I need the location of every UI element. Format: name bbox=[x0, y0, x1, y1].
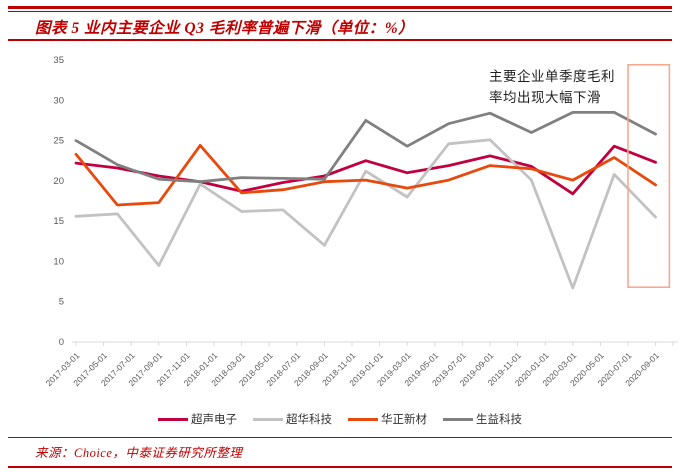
legend-item-超华科技: 超华科技 bbox=[253, 411, 332, 427]
series-line-生益科技 bbox=[74, 111, 657, 184]
legend-label: 生益科技 bbox=[476, 414, 522, 426]
title-divider bbox=[8, 39, 672, 41]
legend-item-生益科技: 生益科技 bbox=[443, 411, 522, 427]
legend-swatch bbox=[443, 417, 473, 421]
legend-swatch bbox=[348, 417, 378, 421]
highlight-box bbox=[627, 64, 671, 288]
y-tick-label: 35 bbox=[53, 55, 64, 66]
y-tick-label: 30 bbox=[53, 95, 64, 106]
footer-divider-bottom bbox=[8, 466, 672, 468]
y-tick-label: 20 bbox=[53, 176, 64, 187]
y-tick-label: 5 bbox=[59, 297, 64, 308]
legend-swatch bbox=[158, 417, 188, 421]
line-chart: 2017-03-012017-05-012017-07-012017-09-01… bbox=[44, 55, 678, 388]
annotation-line-1: 主要企业单季度毛利 bbox=[489, 69, 615, 84]
series-line-超华科技 bbox=[74, 138, 657, 290]
footer-divider-top bbox=[8, 437, 672, 438]
chart-annotation: 主要企业单季度毛利 率均出现大幅下滑 bbox=[489, 66, 623, 108]
source-note: 来源：Choice，中泰证券研究所整理 bbox=[35, 446, 243, 460]
legend: 超声电子 超华科技 华正新材 生益科技 bbox=[0, 411, 680, 427]
top-divider-thick bbox=[8, 6, 672, 9]
legend-label: 华正新材 bbox=[381, 414, 427, 426]
legend-item-华正新材: 华正新材 bbox=[348, 411, 427, 427]
legend-label: 超华科技 bbox=[286, 414, 332, 426]
y-tick-label: 15 bbox=[53, 216, 64, 227]
series-line-华正新材 bbox=[74, 144, 657, 207]
legend-swatch bbox=[253, 417, 283, 421]
legend-item-超声电子: 超声电子 bbox=[158, 411, 237, 427]
figure-title: 图表 5 业内主要企业 Q3 毛利率普遍下滑（单位：%） bbox=[35, 20, 415, 37]
y-tick-label: 25 bbox=[53, 136, 64, 147]
y-tick-label: 10 bbox=[53, 256, 64, 267]
y-tick-label: 0 bbox=[59, 337, 64, 348]
series-line-超声电子 bbox=[74, 144, 657, 196]
chart-area: 2017-03-01 2017-05-01 2017-07-01 2017-09-01… bbox=[0, 55, 680, 410]
legend-label: 超声电子 bbox=[191, 414, 237, 426]
top-divider-thin bbox=[8, 10, 672, 12]
annotation-line-2: 率均出现大幅下滑 bbox=[489, 90, 601, 105]
